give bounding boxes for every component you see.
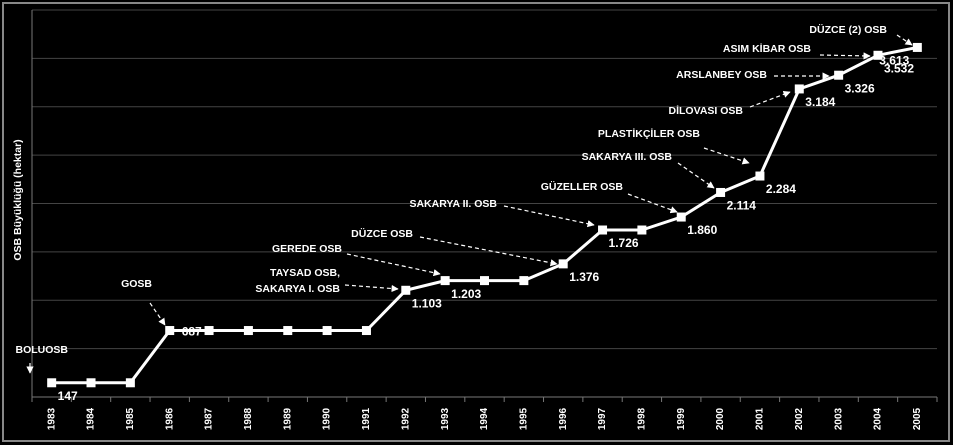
marker: [598, 225, 608, 235]
marker: [47, 378, 57, 388]
marker: [912, 42, 922, 52]
marker: [401, 285, 411, 295]
marker: [440, 276, 450, 286]
marker: [243, 326, 253, 336]
data-label: 1.860: [687, 223, 717, 237]
data-label: 3.613: [879, 54, 909, 68]
marker: [755, 171, 765, 181]
marker: [204, 326, 214, 336]
annotation-arrow: [627, 193, 678, 214]
annotation-arrow: [703, 147, 750, 165]
annotation: GOSB: [121, 278, 152, 290]
annotation: DÜZCE OSB: [351, 227, 413, 240]
annotation-arrow: [149, 302, 166, 326]
marker: [480, 276, 489, 286]
x-tick-label: 1989: [282, 407, 293, 430]
x-tick-label: 1988: [243, 407, 254, 430]
data-label: 3.326: [845, 81, 875, 95]
annotation: TAYSAD OSB,: [270, 267, 340, 279]
data-label: 2.114: [727, 199, 757, 213]
x-tick-label: 1985: [125, 407, 136, 430]
x-tick-label: 1992: [400, 407, 411, 430]
annotation: SAKARYA II. OSB: [409, 198, 497, 210]
data-label: 687: [182, 325, 202, 339]
marker: [86, 378, 96, 388]
marker: [834, 70, 844, 80]
x-tick-label: 1995: [518, 407, 529, 430]
x-tick-label: 1984: [86, 407, 97, 430]
marker: [125, 378, 135, 388]
x-tick-label: 1990: [322, 407, 333, 430]
marker: [283, 326, 293, 336]
marker: [322, 326, 332, 336]
x-tick-label: 1991: [361, 407, 372, 430]
x-tick-label: 1996: [558, 407, 569, 430]
annotation: SAKARYA III. OSB: [582, 151, 673, 163]
x-tick-label: 1993: [440, 407, 451, 430]
annotation-arrow: [346, 253, 441, 277]
annotation: PLASTİKÇİLER OSB: [598, 127, 701, 140]
data-label: 1.103: [412, 296, 442, 310]
x-tick-label: 2000: [715, 407, 726, 430]
annotation: DİLOVASI OSB: [669, 104, 744, 117]
annotation: BOLUOSB: [16, 344, 69, 356]
annotation: ARSLANBEY OSB: [676, 69, 767, 81]
x-tick-label: 2002: [794, 407, 805, 430]
x-tick-label: 1998: [637, 407, 648, 430]
y-axis-label: OSB Büyüklüğü (hektar): [12, 139, 24, 260]
annotation-arrow: [344, 284, 399, 293]
x-tick-label: 2005: [912, 407, 923, 430]
marker: [873, 50, 883, 60]
data-label: 1.726: [609, 236, 639, 250]
annotation: GÜZELLER OSB: [541, 180, 624, 193]
annotation-arrow: [677, 162, 715, 189]
marker: [676, 212, 686, 222]
x-tick-label: 1986: [164, 407, 175, 430]
data-label: 1.203: [451, 287, 481, 301]
x-tick-label: 2001: [755, 407, 766, 430]
data-label: 1.376: [569, 270, 599, 284]
data-label: 147: [58, 389, 78, 403]
data-label: 2.284: [766, 182, 796, 196]
annotation: DÜZCE (2) OSB: [809, 23, 887, 36]
x-tick-label: 1994: [479, 407, 490, 430]
marker: [165, 326, 175, 336]
x-tick-label: 1999: [676, 407, 687, 430]
marker: [361, 326, 371, 336]
annotation: SAKARYA I. OSB: [255, 283, 340, 295]
x-tick-label: 2003: [833, 407, 844, 430]
annotation-arrow: [749, 90, 791, 108]
x-tick-label: 2004: [873, 407, 884, 430]
annotation-arrow: [419, 236, 558, 267]
x-tick-label: 1983: [46, 407, 57, 430]
marker: [519, 276, 529, 286]
annotation-arrow: [503, 205, 595, 228]
x-tick-label: 1987: [204, 407, 215, 430]
marker: [716, 187, 726, 197]
annotation: GEREDE OSB: [272, 243, 342, 255]
annotation-arrow: [896, 34, 913, 46]
marker: [558, 259, 568, 269]
annotation: ASIM KİBAR OSB: [723, 42, 812, 55]
marker: [637, 225, 647, 235]
marker: [794, 84, 804, 94]
x-tick-label: 1997: [597, 407, 608, 430]
data-label: 3.184: [805, 95, 835, 109]
data-label: 3.532: [884, 61, 914, 75]
annotation-arrow: [819, 52, 871, 60]
